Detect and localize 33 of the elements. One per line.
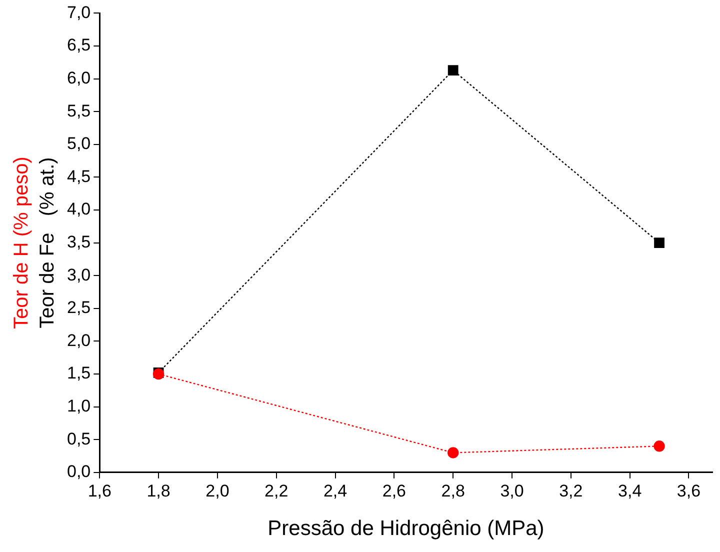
x-tick-label: 2,8 [441, 481, 465, 500]
point [654, 238, 664, 248]
y-tick-label: 0,5 [66, 429, 91, 448]
x-tick-label: 1,8 [146, 481, 170, 500]
x-tick-label: 3,0 [500, 481, 524, 500]
x-axis-title: Pressão de Hidrogênio (MPa) [268, 517, 544, 540]
x-tick-label: 2,2 [264, 481, 288, 500]
y-tick-label: 2,0 [66, 330, 91, 350]
y-tick-label: 3,5 [66, 232, 91, 252]
point [447, 447, 459, 458]
x-tick-label: 2,0 [206, 481, 230, 500]
x-tick-label: 3,6 [676, 481, 701, 500]
x-tick-label: 2,4 [323, 481, 348, 500]
y-tick-label: 2,5 [66, 298, 91, 318]
y-tick-label: 3,0 [66, 265, 91, 284]
y-tick-label: 5,0 [66, 134, 91, 154]
text: Teor de Fe (% at.) [36, 157, 59, 328]
y-tick-label: 1,0 [66, 396, 91, 416]
y-tick-label: 6,0 [66, 68, 91, 88]
x-tick-label: 3,4 [618, 481, 642, 500]
y-tick-label: 4,0 [66, 200, 91, 219]
text: Teor de H (% peso) [10, 156, 33, 329]
y-tick-label: 7,0 [66, 2, 91, 22]
y-tick-label: 0,0 [66, 462, 91, 482]
y-tick-label: 6,5 [66, 36, 91, 55]
point [654, 440, 665, 452]
y-tick-label: 1,5 [66, 364, 91, 383]
y-tick-label: 5,5 [66, 101, 91, 120]
x-tick-label: 3,2 [559, 481, 583, 500]
point [448, 65, 458, 76]
y-tick-label: 4,5 [66, 166, 91, 186]
x-tick-label: 2,6 [382, 481, 406, 500]
x-tick-label: 1,6 [88, 481, 112, 500]
